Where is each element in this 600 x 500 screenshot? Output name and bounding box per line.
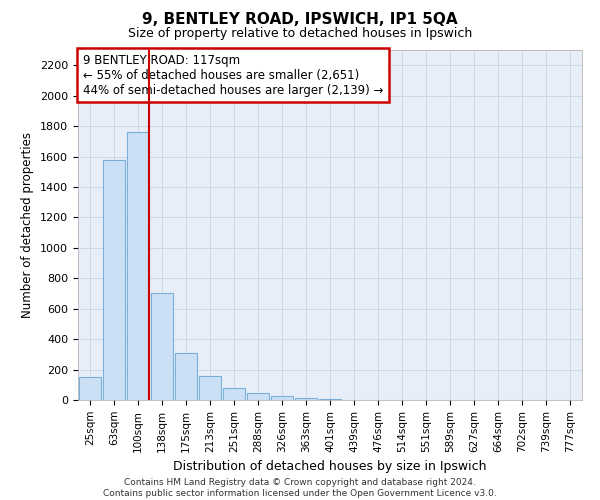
Y-axis label: Number of detached properties: Number of detached properties bbox=[22, 132, 34, 318]
Bar bbox=[199, 376, 221, 400]
Bar bbox=[79, 377, 101, 400]
Text: Contains HM Land Registry data © Crown copyright and database right 2024.
Contai: Contains HM Land Registry data © Crown c… bbox=[103, 478, 497, 498]
Text: 9 BENTLEY ROAD: 117sqm
← 55% of detached houses are smaller (2,651)
44% of semi-: 9 BENTLEY ROAD: 117sqm ← 55% of detached… bbox=[83, 54, 383, 96]
Bar bbox=[151, 294, 173, 400]
Bar bbox=[247, 393, 269, 400]
Text: Size of property relative to detached houses in Ipswich: Size of property relative to detached ho… bbox=[128, 28, 472, 40]
Bar bbox=[127, 132, 149, 400]
Bar bbox=[319, 399, 341, 400]
X-axis label: Distribution of detached houses by size in Ipswich: Distribution of detached houses by size … bbox=[173, 460, 487, 473]
Bar bbox=[175, 353, 197, 400]
Bar bbox=[295, 398, 317, 400]
Bar bbox=[271, 396, 293, 400]
Text: 9, BENTLEY ROAD, IPSWICH, IP1 5QA: 9, BENTLEY ROAD, IPSWICH, IP1 5QA bbox=[142, 12, 458, 28]
Bar bbox=[223, 388, 245, 400]
Bar bbox=[103, 160, 125, 400]
